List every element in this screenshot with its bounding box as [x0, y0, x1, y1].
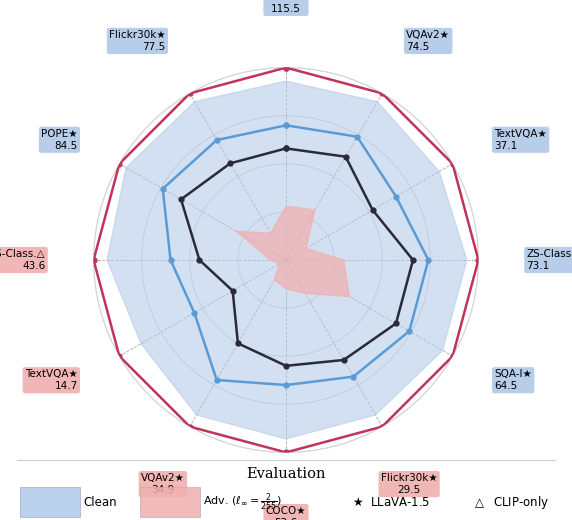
Polygon shape	[107, 81, 467, 439]
Text: Clean: Clean	[83, 496, 117, 509]
Text: ZS-Class.△
73.1: ZS-Class.△ 73.1	[526, 249, 572, 271]
Text: VQAv2★
74.5: VQAv2★ 74.5	[406, 30, 450, 51]
Text: ZS-Class.△
43.6: ZS-Class.△ 43.6	[0, 249, 46, 271]
Text: VQAv2★
34.9: VQAv2★ 34.9	[141, 473, 185, 495]
Text: TextVQA★
14.7: TextVQA★ 14.7	[25, 369, 78, 391]
Text: Flickr30k★
29.5: Flickr30k★ 29.5	[381, 473, 438, 495]
Polygon shape	[236, 206, 349, 296]
Text: $\bigstar$  LLaVA-1.5: $\bigstar$ LLaVA-1.5	[352, 496, 430, 509]
Text: COCO★
115.5: COCO★ 115.5	[266, 0, 306, 14]
Text: TextVQA★
37.1: TextVQA★ 37.1	[494, 129, 547, 151]
Text: Flickr30k★
77.5: Flickr30k★ 77.5	[109, 30, 166, 51]
Text: COCO★
53.6: COCO★ 53.6	[266, 506, 306, 520]
Text: SQA-I★
64.5: SQA-I★ 64.5	[494, 369, 532, 391]
Text: Evaluation: Evaluation	[247, 467, 325, 481]
Text: Adv. ($\ell_\infty = \frac{2}{255}$): Adv. ($\ell_\infty = \frac{2}{255}$)	[203, 491, 283, 513]
Text: $\triangle$  CLIP-only: $\triangle$ CLIP-only	[472, 494, 549, 511]
Text: POPE★
84.5: POPE★ 84.5	[41, 129, 78, 151]
